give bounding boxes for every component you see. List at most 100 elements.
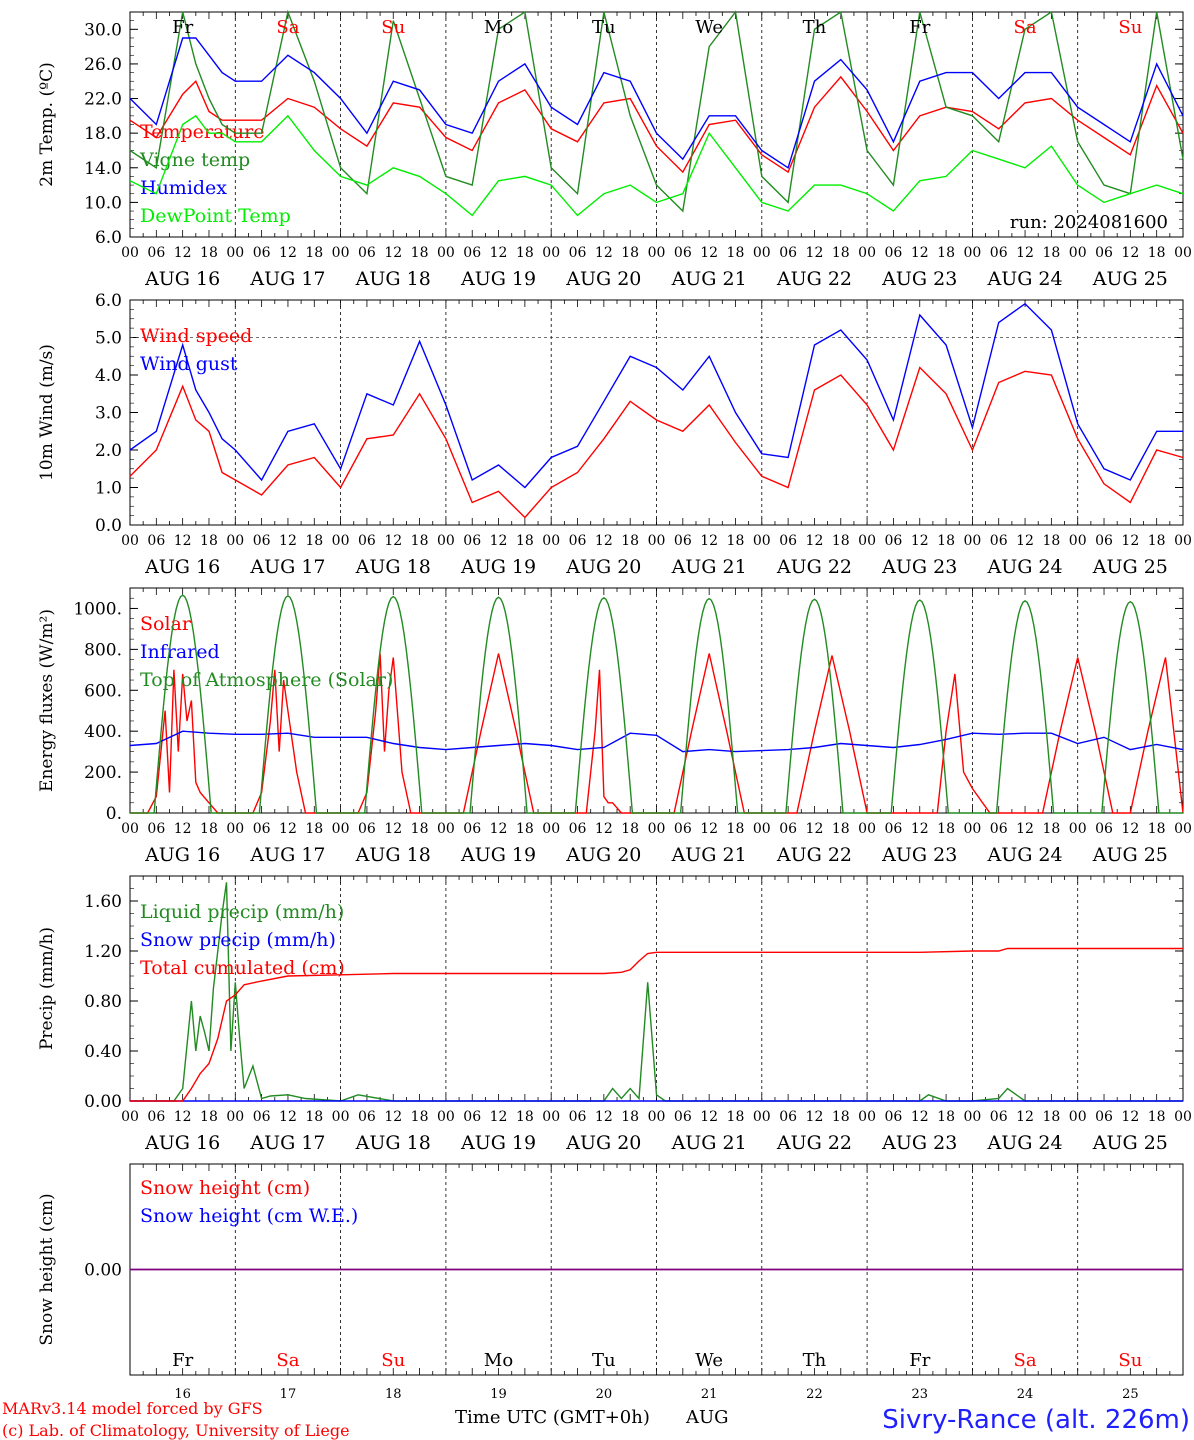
x-hour-label: 00 xyxy=(1174,1109,1192,1125)
x-hour-label: 12 xyxy=(595,821,613,837)
x-hour-label: 00 xyxy=(963,1109,981,1125)
series-infrared xyxy=(129,730,1184,753)
x-hour-label: 00 xyxy=(332,533,350,549)
x-hour-label: 00 xyxy=(648,533,666,549)
x-hour-label: 00 xyxy=(963,533,981,549)
x-day-label: AUG 20 xyxy=(565,844,641,866)
day-number-label: 17 xyxy=(280,1387,297,1402)
x-hour-label: 12 xyxy=(490,533,508,549)
y-tick-label: 400. xyxy=(84,722,122,742)
x-hour-label: 06 xyxy=(1095,245,1113,261)
x-hour-label: 00 xyxy=(648,245,666,261)
x-hour-label: 06 xyxy=(990,1109,1008,1125)
x-hour-label: 18 xyxy=(305,821,323,837)
y-tick-label: 26.0 xyxy=(84,55,122,75)
x-hour-label: 12 xyxy=(490,821,508,837)
day-number-label: 16 xyxy=(174,1387,191,1402)
x-hour-label: 18 xyxy=(305,533,323,549)
legend-entry: Total cumulated (cm) xyxy=(140,957,345,979)
x-hour-label: 00 xyxy=(332,1109,350,1125)
x-hour-label: 06 xyxy=(463,821,481,837)
x-hour-label: 12 xyxy=(174,1109,192,1125)
x-hour-label: 18 xyxy=(832,533,850,549)
x-hour-label: 00 xyxy=(1174,533,1192,549)
x-day-label: AUG 23 xyxy=(881,556,957,578)
legend-entry: Liquid precip (mm/h) xyxy=(140,901,344,923)
x-hour-label: 12 xyxy=(700,1109,718,1125)
x-hour-label: 00 xyxy=(858,245,876,261)
weekday-label: Fr xyxy=(172,17,193,38)
x-day-label: AUG 18 xyxy=(355,844,431,866)
x-hour-label: 18 xyxy=(200,1109,218,1125)
series-temperature xyxy=(129,75,1184,174)
x-hour-label: 06 xyxy=(569,1109,587,1125)
x-day-label: AUG 18 xyxy=(355,1132,431,1154)
y-tick-label: 14.0 xyxy=(84,159,122,179)
x-hour-label: 00 xyxy=(542,1109,560,1125)
day-number-label: 21 xyxy=(701,1387,718,1402)
x-day-label: AUG 20 xyxy=(565,268,641,290)
x-day-label: AUG 19 xyxy=(460,844,536,866)
legend-entry: Snow height (cm W.E.) xyxy=(140,1205,358,1227)
x-hour-label: 18 xyxy=(305,245,323,261)
x-hour-label: 12 xyxy=(490,245,508,261)
x-hour-label: 12 xyxy=(279,821,297,837)
x-hour-label: 18 xyxy=(1148,533,1166,549)
weekday-label: Mo xyxy=(484,1350,513,1371)
x-hour-label: 12 xyxy=(384,1109,402,1125)
y-tick-label: 0.00 xyxy=(84,1092,122,1112)
x-hour-label: 06 xyxy=(358,533,376,549)
y-tick-label: 3.0 xyxy=(95,404,122,424)
x-hour-label: 18 xyxy=(516,1109,534,1125)
x-hour-label: 00 xyxy=(753,533,771,549)
weekday-label: Su xyxy=(381,1350,405,1371)
x-hour-label: 12 xyxy=(1016,245,1034,261)
x-day-label: AUG 22 xyxy=(776,268,852,290)
y-tick-label: 30.0 xyxy=(84,20,122,40)
series-humidex xyxy=(129,37,1184,169)
y-axis-label: 10m Wind (m/s) xyxy=(37,344,57,481)
day-number-label: 23 xyxy=(911,1387,928,1402)
x-hour-label: 18 xyxy=(832,1109,850,1125)
y-tick-label: 1.20 xyxy=(84,942,122,962)
y-tick-label: 1.0 xyxy=(95,479,122,499)
x-hour-label: 06 xyxy=(253,821,271,837)
x-hour-label: 06 xyxy=(147,821,165,837)
panel-snow: 0.00 Snow height (cm) Snow height (cm) Snow… xyxy=(37,1163,1184,1402)
x-hour-label: 00 xyxy=(542,245,560,261)
credit-line-2: (c) Lab. of Climatology, University of L… xyxy=(2,1421,350,1440)
x-hour-label: 12 xyxy=(806,821,824,837)
weekday-label: We xyxy=(695,1350,723,1371)
x-hour-label: 00 xyxy=(753,245,771,261)
x-day-label: AUG 25 xyxy=(1092,268,1168,290)
x-day-label: AUG 23 xyxy=(881,1132,957,1154)
y-tick-label: 0.80 xyxy=(84,992,122,1012)
x-hour-label: 06 xyxy=(1095,821,1113,837)
credit-line-1: MARv3.14 model forced by GFS xyxy=(2,1399,263,1418)
x-hour-label: 06 xyxy=(1095,1109,1113,1125)
legend-entry: Humidex xyxy=(140,177,227,199)
x-day-label: AUG 19 xyxy=(460,556,536,578)
x-hour-label: 18 xyxy=(200,533,218,549)
x-hour-label: 12 xyxy=(1121,821,1139,837)
panel-frame xyxy=(129,299,1184,526)
panel-wind: 6.0 5.0 4.0 3.0 2.0 1.0 0.0 10m Wind (m/s) Wind … xyxy=(37,291,1192,578)
x-hour-label: 00 xyxy=(226,821,244,837)
x-hour-label: 06 xyxy=(990,245,1008,261)
weekday-label: Tu xyxy=(592,1350,616,1371)
y-axis-label: Snow height (cm) xyxy=(37,1193,57,1345)
x-day-label: AUG 23 xyxy=(881,268,957,290)
x-day-label: AUG 17 xyxy=(249,556,325,578)
x-day-label: AUG 22 xyxy=(776,556,852,578)
x-hour-label: 00 xyxy=(226,245,244,261)
x-hour-label: 12 xyxy=(279,245,297,261)
x-hour-label: 06 xyxy=(885,1109,903,1125)
x-hour-label: 18 xyxy=(1042,1109,1060,1125)
x-hour-label: 18 xyxy=(200,821,218,837)
x-hour-label: 12 xyxy=(1121,533,1139,549)
day-number-label: 25 xyxy=(1122,1387,1139,1402)
x-hour-label: 18 xyxy=(621,821,639,837)
x-hour-label: 18 xyxy=(516,821,534,837)
x-hour-label: 12 xyxy=(595,1109,613,1125)
